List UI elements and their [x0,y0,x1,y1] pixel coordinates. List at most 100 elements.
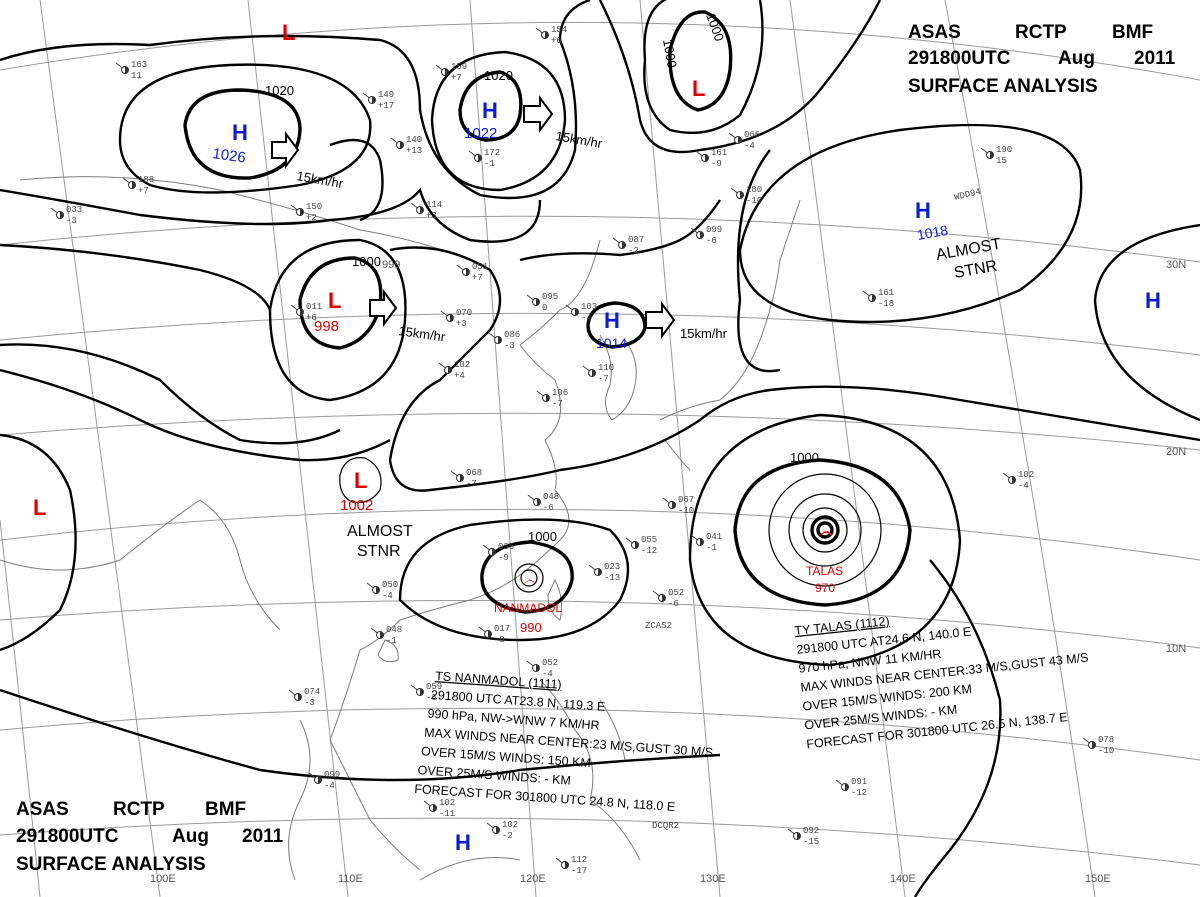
station-cloud-fill [536,298,540,306]
lon-label: 150E [1085,873,1111,885]
typhoon-talas[interactable]: ෴ TALAS 970 [806,523,843,595]
header-title: SURFACE ANALYSIS [908,76,1098,97]
header-center: RCTP [113,799,165,820]
header-month: Aug [1058,48,1095,69]
low-pressure-symbol[interactable]: L [692,76,705,101]
isobar-west-band [0,243,341,445]
tropical-storm-nanmadol[interactable]: ෴ NANMADOL 990 [494,572,562,635]
station-plot[interactable]: 161-9 [695,148,727,169]
station-plot[interactable]: 051+7 [456,262,488,283]
station-pressure-tendency: +7 [451,73,462,83]
station-cloud-fill [300,308,304,316]
isobar-talas-ring-4 [810,515,840,545]
arrow-high-1014 [645,301,676,339]
station-plot[interactable]: 106-7 [536,388,568,409]
station-pressure-tendency: +7 [472,273,483,283]
station-plot[interactable]: 110-7 [582,363,614,384]
station-plot[interactable]: 067-10 [662,495,694,516]
station-plot[interactable]: 099-4 [308,770,340,791]
parallel-20n [0,412,1200,451]
station-plot[interactable]: 091-12 [835,777,867,798]
station-plot[interactable]: 041-1 [690,532,722,553]
station-plot[interactable]: 159+7 [435,62,467,83]
station-plot[interactable]: 103-4 [565,302,597,323]
station-plot[interactable]: 052-4 [526,658,558,679]
station-pressure-tendency: -6 [543,503,554,513]
header-bottom-left: ASAS RCTP BMF 291800UTC Aug 2011 SURFACE… [16,799,284,875]
station-plot[interactable]: 087-2 [612,235,644,256]
parallel-15n [0,508,1200,561]
station-plot[interactable]: 114+3 [410,200,442,221]
high-pressure-symbol[interactable]: H [604,308,620,333]
low-pressure-symbol[interactable]: L [354,468,367,493]
station-plot[interactable]: 102-11 [423,798,455,819]
station-pressure: 112 [571,855,587,865]
station-plot[interactable]: 068-7 [450,468,482,489]
station-cloud-fill [478,154,482,162]
station-pressure-tendency: -1 [386,636,397,646]
station-plot[interactable]: 188+7 [122,175,154,196]
station-plot[interactable]: 050-4 [366,580,398,601]
lon-label: 140E [890,873,916,885]
high-pressure-symbol[interactable]: H [455,830,471,855]
station-plot[interactable]: 092-15 [787,826,819,847]
station-plot[interactable]: 150+2 [290,202,322,223]
station-plot[interactable]: 140+13 [390,135,422,156]
station-plot[interactable]: 033-3 [50,205,82,226]
station-cloud-fill [372,96,376,104]
station-plot[interactable]: 112-17 [555,855,587,876]
station-plot[interactable]: 099-6 [690,225,722,246]
station-plot[interactable]: 070+3 [440,308,472,329]
station-pressure: 092 [803,826,819,836]
high-pressure-symbol[interactable]: H [482,98,498,123]
station-pressure: 023 [604,562,620,572]
pressure-value: 1002 [340,497,373,514]
lon-label: 110E [338,873,363,885]
station-plot[interactable]: 180-10 [730,185,762,206]
station-plot[interactable]: 102-4 [1002,470,1034,491]
high-pressure-symbol[interactable]: H [232,120,248,145]
station-plot[interactable]: 149+17 [362,90,394,111]
station-plot[interactable]: 074-3 [288,687,320,708]
station-plot[interactable]: 052-6 [652,588,684,609]
parallel-10n [0,599,1200,649]
station-code: ZCAS2 [645,621,672,631]
station-plot[interactable]: 011+6 [290,302,322,323]
station-plot[interactable]: 059-3 [410,682,442,703]
station-plot[interactable]: 172-1 [468,148,500,169]
grid-labels: 100E 110E 120E 130E 140E 150E 30N 20N 10… [150,259,1186,885]
station-plot[interactable]: 102-2 [486,820,518,841]
low-pressure-symbol[interactable]: L [328,288,341,313]
station-plot[interactable]: 086-3 [488,330,520,351]
station-plot[interactable]: 161-18 [862,288,894,309]
station-plot[interactable]: 066-4 [728,130,760,151]
high-pressure-symbol[interactable]: H [915,198,931,223]
station-plot[interactable]: 078-10 [1082,735,1114,756]
station-plot[interactable]: 023-13 [588,562,620,583]
station-plot[interactable]: 055-12 [625,535,657,556]
station-plot[interactable]: 017-8 [478,624,510,645]
parallel-5n [0,707,1200,761]
japan-coast [659,199,801,471]
station-plot[interactable]: 035-9 [482,542,514,563]
low-pressure-symbol[interactable]: L [282,20,295,45]
station-plot[interactable]: 102+4 [438,360,470,381]
station-cloud-fill [990,151,994,159]
station-pressure-tendency: +4 [454,371,465,381]
station-pressure-tendency: -1 [706,543,717,553]
station-plot[interactable]: 154+6 [535,25,567,46]
station-plot[interactable]: 048-6 [527,492,559,513]
station-plot[interactable]: 048-1 [370,625,402,646]
low-pressure-symbol[interactable]: L [33,495,46,520]
high-pressure-symbol[interactable]: H [1145,288,1161,313]
station-pressure-tendency: 11 [131,71,142,81]
station-pressure: 017 [494,624,510,634]
station-pressure: 055 [641,535,657,545]
station-cloud-fill [420,206,424,214]
station-pressure: 070 [456,308,472,318]
